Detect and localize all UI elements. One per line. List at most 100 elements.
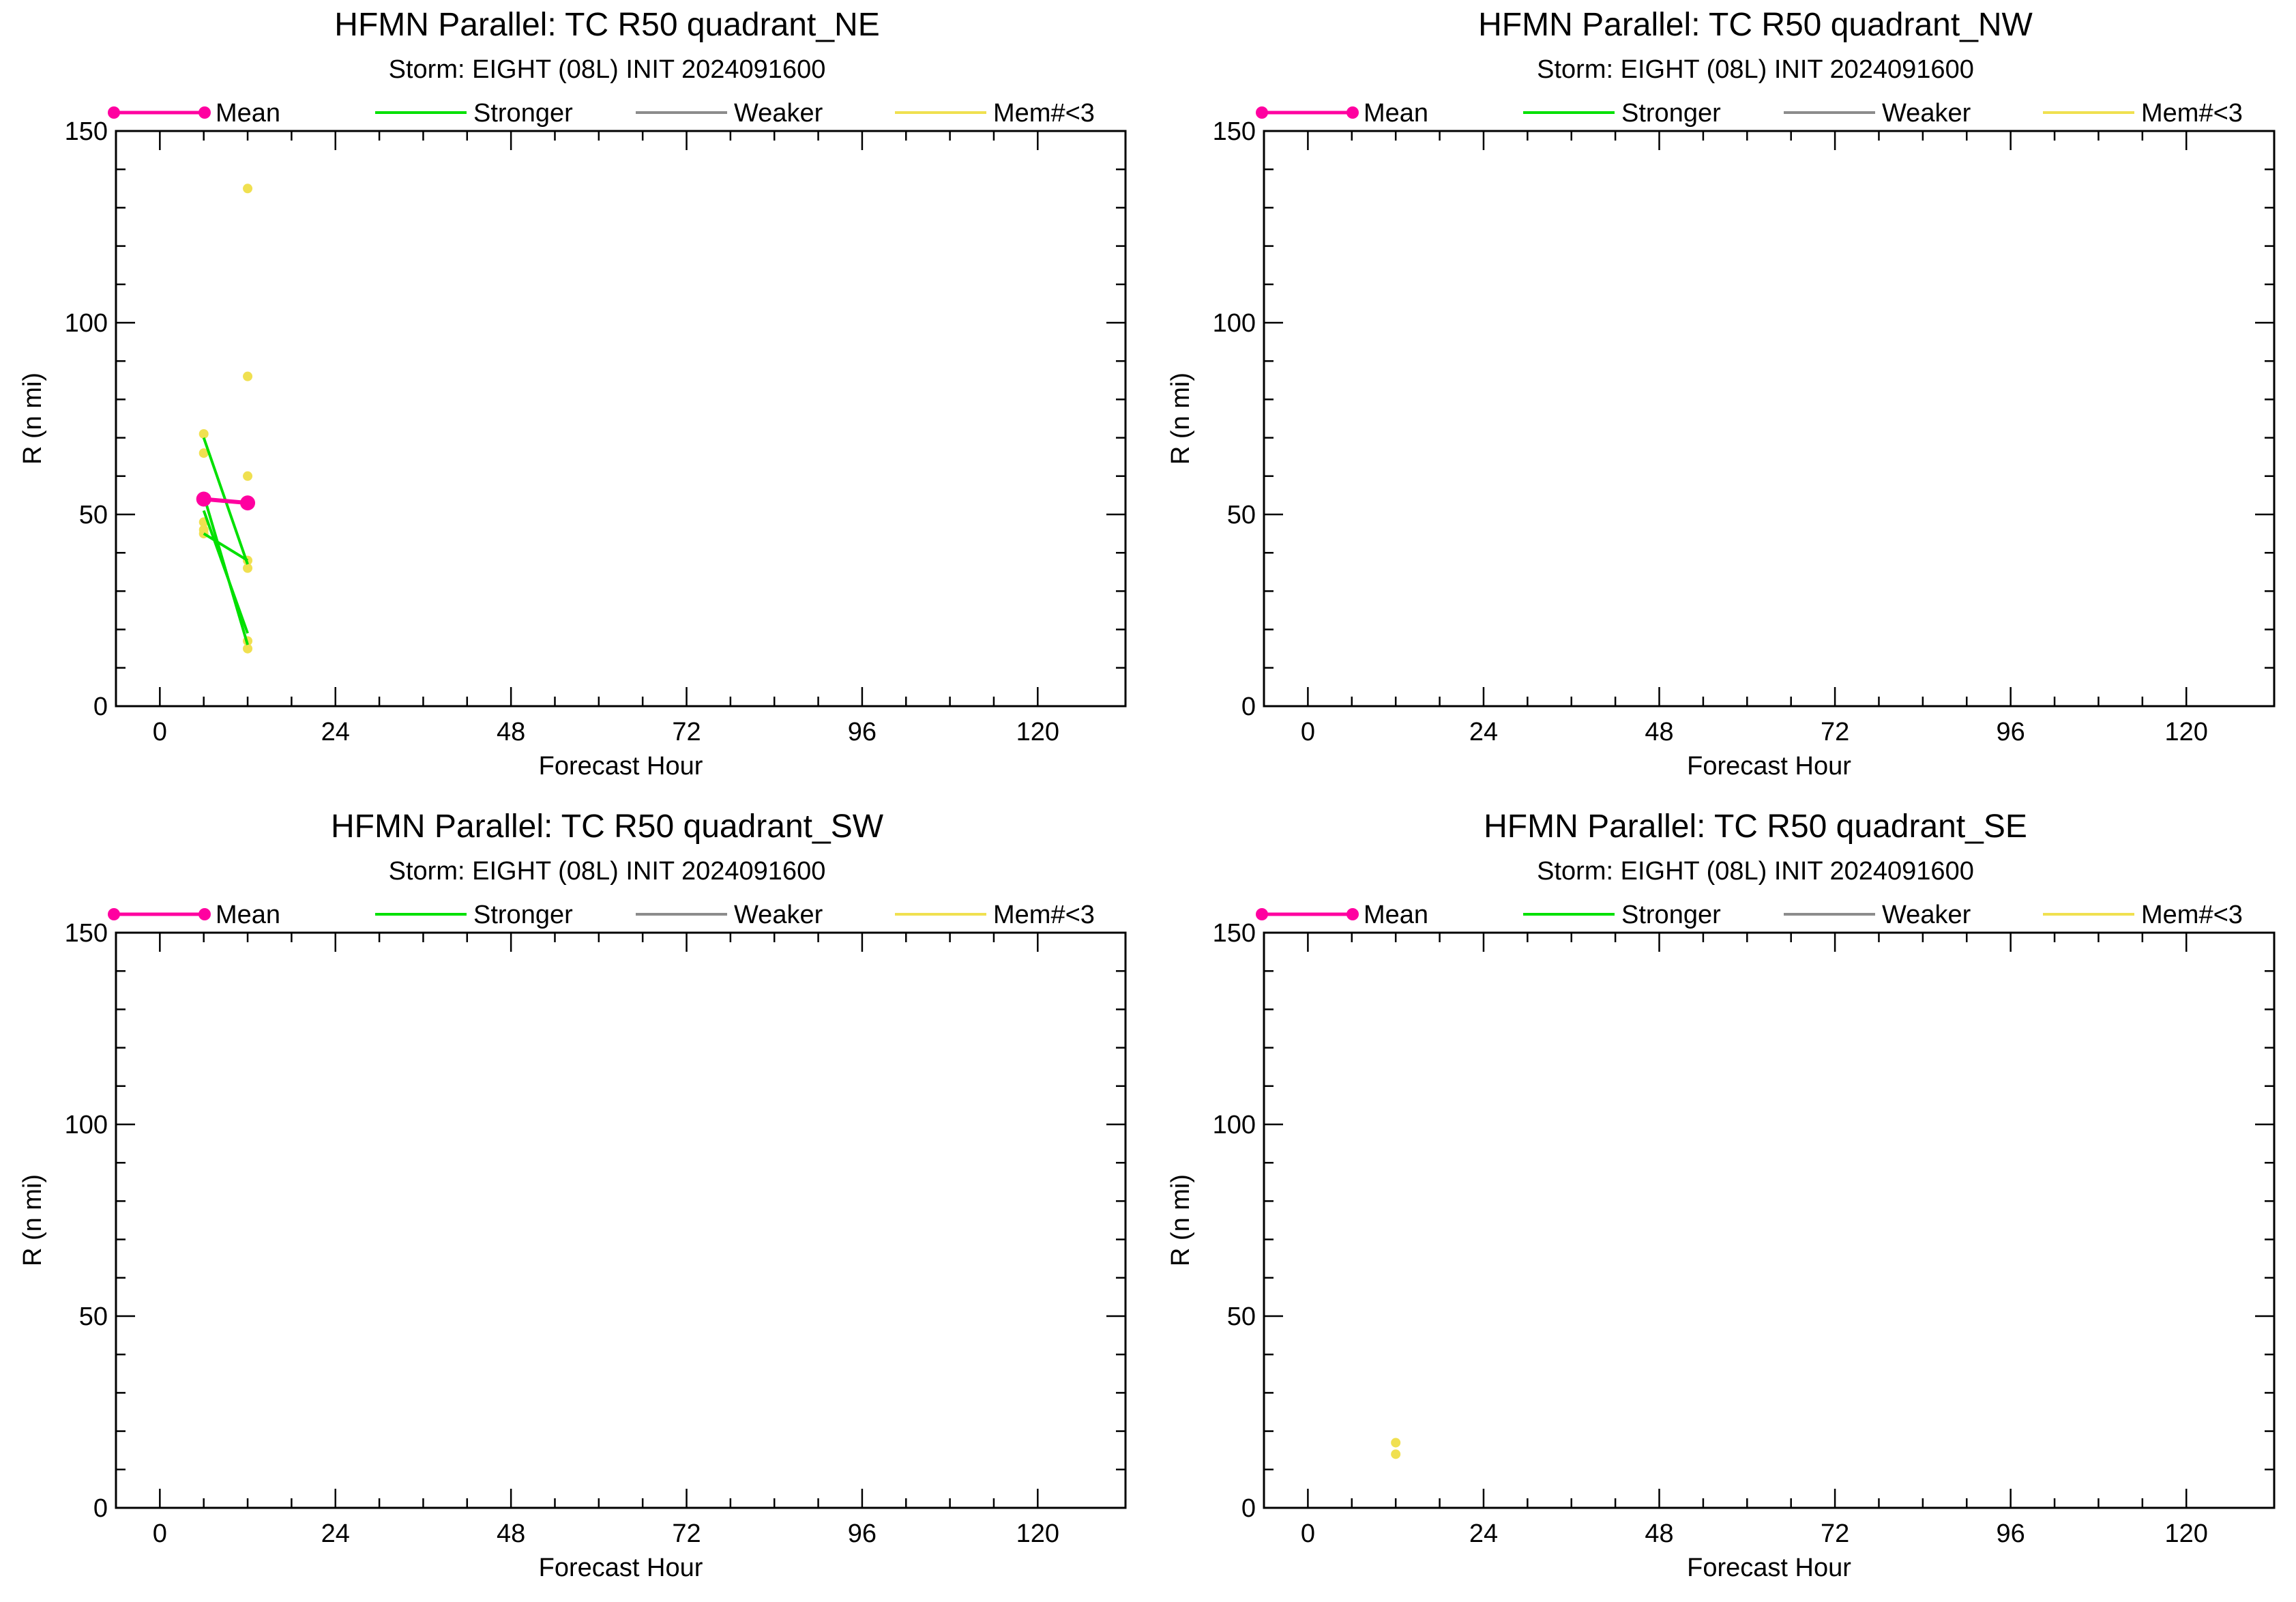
legend: Mean Stronger Weaker Mem#<3 [1256,99,2243,128]
x-tick-label: 120 [1016,718,1059,746]
x-tick-label: 120 [2165,718,2208,746]
x-tick-label: 48 [1645,718,1673,746]
y-tick-label: 50 [79,501,108,529]
y-tick-label: 0 [93,1494,108,1523]
x-tick-label: 24 [1469,1519,1498,1548]
chart-title: HFMN Parallel: TC R50 quadrant_NE [334,7,879,43]
legend: Mean Stronger Weaker Mem#<3 [1256,901,2243,929]
legend-mean-marker [1346,908,1359,920]
x-tick-label: 48 [497,718,525,746]
y-tick-label: 100 [1213,1111,1256,1139]
x-tick-label: 96 [1997,1519,2025,1548]
x-tick-label: 96 [1997,718,2025,746]
legend: Mean Stronger Weaker Mem#<3 [108,901,1095,929]
y-axis-label: R (n mi) [18,1174,47,1266]
mem-point [243,643,253,654]
chart-subtitle: Storm: EIGHT (08L) INIT 2024091600 [389,857,826,886]
y-axis-label: R (n mi) [1166,373,1195,465]
x-tick-label: 48 [1645,1519,1673,1548]
x-tick-label: 24 [321,718,350,746]
legend-stronger-label: Stronger [473,99,573,128]
stronger-line [202,510,249,634]
y-tick-label: 150 [65,117,108,146]
x-tick-label: 96 [848,718,877,746]
chart-subtitle: Storm: EIGHT (08L) INIT 2024091600 [389,55,826,84]
legend-mem-label: Mem#<3 [2141,901,2243,929]
legend-weaker-label: Weaker [734,901,823,929]
y-axis-label: R (n mi) [1166,1174,1195,1266]
x-tick-label: 72 [672,718,701,746]
x-axis-label: Forecast Hour [539,752,703,781]
legend-mean-marker [1346,106,1359,119]
chart-title: HFMN Parallel: TC R50 quadrant_NW [1478,7,2033,43]
y-tick-label: 100 [1213,309,1256,338]
x-tick-label: 48 [497,1519,525,1548]
chart-title: HFMN Parallel: TC R50 quadrant_SW [331,809,884,845]
x-tick-label: 96 [848,1519,877,1548]
chart-subtitle: Storm: EIGHT (08L) INIT 2024091600 [1537,857,1974,886]
legend-mean-marker [108,106,120,119]
legend-mean-label: Mean [216,99,280,128]
plot-frame [1263,130,2276,708]
chart-title: HFMN Parallel: TC R50 quadrant_SE [1484,809,2027,845]
legend-mean-marker [198,106,211,119]
x-tick-label: 24 [1469,718,1498,746]
legend-mem-label: Mem#<3 [993,99,1095,128]
x-tick-label: 72 [672,1519,701,1548]
y-tick-label: 0 [1241,1494,1256,1523]
legend-weaker-label: Weaker [1882,99,1971,128]
plot-frame [115,931,1127,1509]
mean-point [196,491,211,507]
legend-mean-label: Mean [216,901,280,929]
mem-point [1391,1449,1401,1459]
y-axis-label: R (n mi) [18,373,47,465]
legend-mean-marker [1256,908,1268,920]
x-axis-label: Forecast Hour [1687,752,1851,781]
legend-weaker-label: Weaker [734,99,823,128]
mem-point [198,428,209,439]
x-tick-label: 120 [2165,1519,2208,1548]
x-tick-label: 72 [1821,718,1849,746]
y-tick-label: 50 [79,1302,108,1331]
y-tick-label: 50 [1227,501,1256,529]
legend-stronger-label: Stronger [1621,901,1721,929]
x-tick-label: 72 [1821,1519,1849,1548]
y-tick-label: 150 [1213,117,1256,146]
y-tick-label: 100 [65,1111,108,1139]
mem-point [243,563,253,573]
chart-panel-1: HFMN Parallel: TC R50 quadrant_NE Storm: … [18,7,1127,781]
legend-mean-marker [198,908,211,920]
chart-panel-4: HFMN Parallel: TC R50 quadrant_SE Storm: … [1166,809,2276,1582]
x-axis-label: Forecast Hour [539,1554,703,1582]
chart-subtitle: Storm: EIGHT (08L) INIT 2024091600 [1537,55,1974,84]
x-tick-label: 0 [153,718,167,746]
x-axis-label: Forecast Hour [1687,1554,1851,1582]
legend-stronger-label: Stronger [473,901,573,929]
y-tick-label: 100 [65,309,108,338]
x-tick-label: 0 [1301,1519,1315,1548]
legend-weaker-label: Weaker [1882,901,1971,929]
mem-point [243,184,253,194]
legend-mem-label: Mem#<3 [2141,99,2243,128]
x-tick-label: 24 [321,1519,350,1548]
stronger-line [203,532,249,562]
legend: Mean Stronger Weaker Mem#<3 [108,99,1095,128]
legend-mean-marker [1256,106,1268,119]
mem-point [198,448,209,458]
chart-panel-3: HFMN Parallel: TC R50 quadrant_SW Storm: … [18,809,1127,1582]
legend-stronger-label: Stronger [1621,99,1721,128]
plot-frame [1263,931,2276,1509]
legend-mem-label: Mem#<3 [993,901,1095,929]
y-tick-label: 150 [65,919,108,948]
x-tick-label: 0 [153,1519,167,1548]
legend-mean-label: Mean [1364,901,1428,929]
mem-point [1391,1438,1401,1448]
y-tick-label: 150 [1213,919,1256,948]
mem-point [243,371,253,381]
mean-point [240,495,256,511]
plot-frame [115,130,1127,708]
mem-point [243,471,253,481]
legend-mean-marker [108,908,120,920]
y-tick-label: 50 [1227,1302,1256,1331]
